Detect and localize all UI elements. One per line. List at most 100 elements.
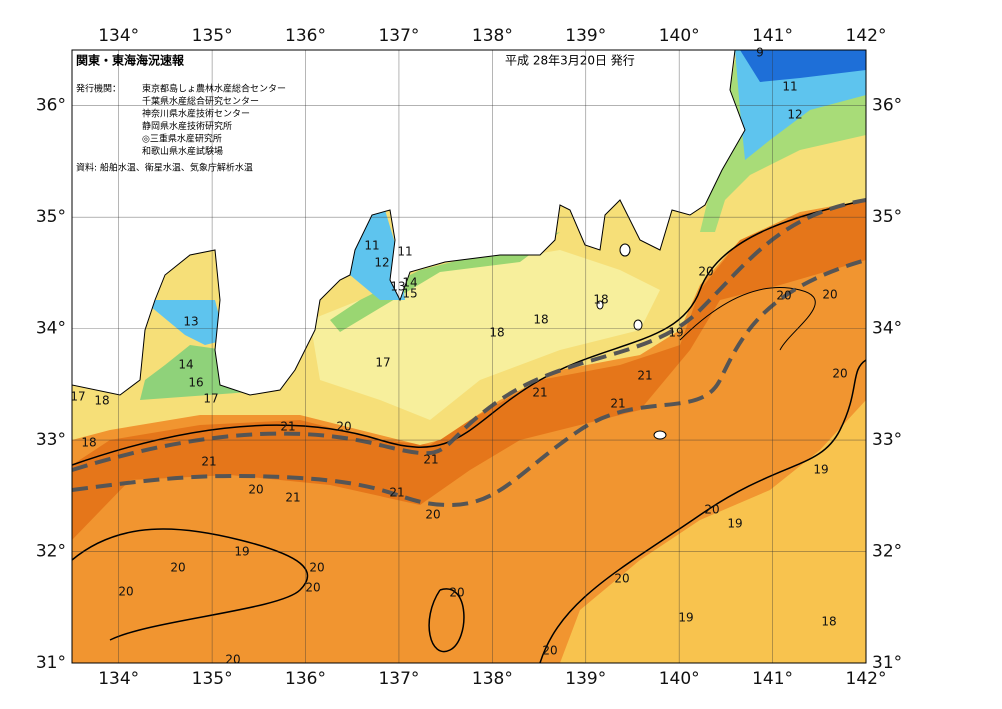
coastline: [71, 49, 746, 440]
lon-label: 134°: [98, 669, 139, 689]
lon-label: 141°: [752, 669, 793, 689]
lat-label: 33°: [872, 430, 902, 450]
isotherm-label: 13: [183, 315, 198, 329]
issuer-name: ◎三重県水産研究所: [142, 133, 222, 145]
source-note: 資料: 船舶水温、衛星水温、気象庁解析水温: [76, 162, 253, 174]
island: [619, 243, 631, 257]
lon-label: 140°: [659, 26, 700, 46]
isotherm-label: 20: [449, 586, 464, 600]
lat-label: 32°: [872, 542, 902, 562]
lon-label: 142°: [846, 669, 887, 689]
isotherm-label: 20: [614, 572, 629, 586]
lat-label: 36°: [36, 96, 66, 116]
isotherm-line: [679, 286, 816, 351]
lon-label: 142°: [846, 26, 887, 46]
issuer-list: 東京都島しょ農林水産総合センター千葉県水産総合研究センター神奈川県水産技術センタ…: [142, 83, 286, 158]
isotherm-label: 20: [698, 265, 713, 279]
isotherm-label: 20: [225, 653, 240, 667]
isotherm-label: 12: [787, 108, 802, 122]
isotherm-label: 12: [374, 256, 389, 270]
isotherm-label: 20: [170, 561, 185, 575]
isotherm-line: [428, 588, 465, 653]
lon-label: 138°: [472, 669, 513, 689]
isotherm-label: 11: [397, 245, 412, 259]
title: 関東・東海海況速報: [76, 53, 185, 68]
lat-label: 35°: [872, 207, 902, 227]
isotherm-label: 21: [280, 420, 295, 434]
map-frame: [71, 49, 867, 664]
isotherm-label: 18: [94, 394, 109, 408]
island: [653, 430, 667, 440]
issue-date: 平成 28年3月20日 発行: [505, 54, 635, 68]
isotherm-label: 18: [81, 436, 96, 450]
isotherm-label: 19: [727, 517, 742, 531]
issuer-name: 神奈川県水産技術センター: [142, 108, 250, 120]
isotherm-label: 20: [336, 420, 351, 434]
isotherm-label: 21: [201, 455, 216, 469]
lat-label: 36°: [872, 96, 902, 116]
issuer-name: 東京都島しょ農林水産総合センター: [142, 83, 286, 95]
isotherm-label: 11: [782, 80, 797, 94]
issuer-name: 千葉県水産総合研究センター: [142, 95, 259, 107]
isotherm-label: 20: [822, 288, 837, 302]
isotherm-label: 20: [704, 503, 719, 517]
lat-label: 32°: [36, 542, 66, 562]
issuer-name: 静岡県水産技術研究所: [142, 120, 232, 132]
lon-label: 137°: [378, 669, 419, 689]
isotherms: [71, 198, 867, 664]
isotherm-label: 14: [402, 276, 417, 290]
isotherm-label: 20: [425, 508, 440, 522]
isotherm-label: 19: [678, 611, 693, 625]
isotherm-label: 11: [364, 239, 379, 253]
lon-label: 140°: [659, 669, 700, 689]
isotherm-label: 18: [489, 326, 504, 340]
lat-label: 31°: [36, 653, 66, 673]
isotherm-label: 9: [756, 46, 764, 60]
kuroshio-core: [72, 200, 866, 540]
isotherm-label: 19: [813, 463, 828, 477]
isotherm-line: [71, 199, 867, 466]
isotherm-label: 15: [402, 287, 417, 301]
lat-label: 31°: [872, 653, 902, 673]
deep-blue-zone: [740, 50, 866, 82]
isotherm-label: 17: [375, 356, 390, 370]
lat-label: 34°: [872, 319, 902, 339]
lon-label: 135°: [192, 669, 233, 689]
lon-label: 134°: [98, 26, 139, 46]
lon-label: 135°: [192, 26, 233, 46]
isotherm-label: 20: [832, 367, 847, 381]
isotherm-label: 20: [776, 289, 791, 303]
isotherm-label: 19: [234, 545, 249, 559]
isotherm-line: [71, 528, 309, 641]
isotherm-label: 13: [390, 280, 405, 294]
isotherm-label: 21: [423, 453, 438, 467]
issuer-label: 発行機関：: [76, 83, 121, 95]
isotherm-label: 21: [532, 386, 547, 400]
lon-label: 139°: [565, 669, 606, 689]
island: [633, 319, 643, 331]
isotherm-line: [539, 359, 867, 664]
lon-label: 138°: [472, 26, 513, 46]
lon-label: 137°: [378, 26, 419, 46]
isotherm-label: 20: [305, 581, 320, 595]
isotherm-label: 14: [178, 358, 193, 372]
isotherm-label: 20: [542, 644, 557, 658]
isotherm-label: 19: [668, 326, 683, 340]
land: [71, 49, 746, 396]
kuroshio-edge: [71, 258, 867, 508]
lon-label: 136°: [285, 669, 326, 689]
isotherm-label: 20: [118, 585, 133, 599]
kii-channel-water: [150, 300, 225, 345]
lon-label: 139°: [565, 26, 606, 46]
issuer-name: 和歌山県水産試験場: [142, 145, 223, 157]
island: [596, 300, 604, 310]
lat-label: 33°: [36, 430, 66, 450]
isotherm-label: 21: [285, 491, 300, 505]
cool-water-se: [560, 400, 866, 663]
isotherm-label: 18: [821, 615, 836, 629]
isotherm-label: 18: [593, 293, 608, 307]
isotherm-label: 20: [309, 561, 324, 575]
isotherm-label: 17: [203, 392, 218, 406]
isotherm-label: 18: [533, 313, 548, 327]
lon-label: 141°: [752, 26, 793, 46]
